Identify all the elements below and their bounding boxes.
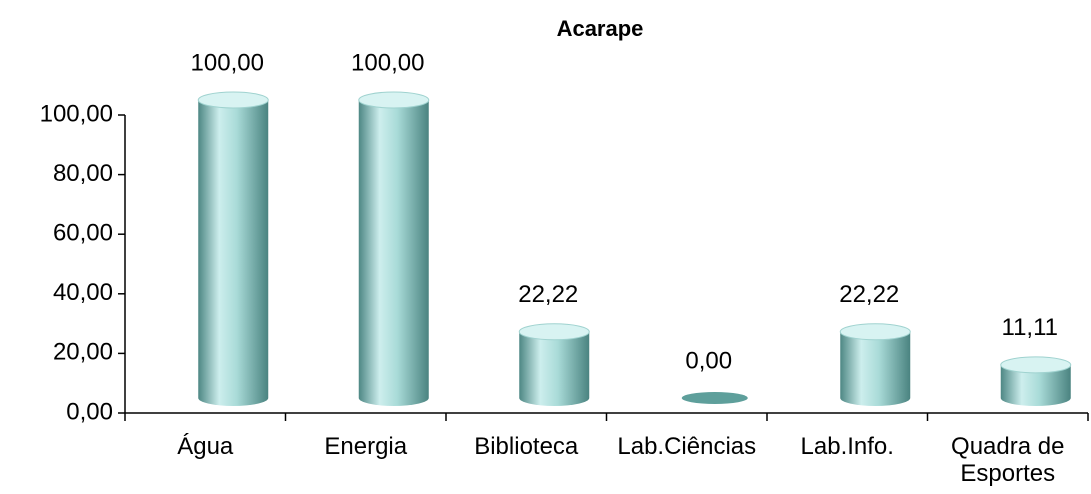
bar (198, 100, 269, 406)
x-tick-label: Energia (324, 433, 408, 460)
y-tick-label: 100,00 (40, 100, 113, 127)
y-tick-label: 20,00 (53, 339, 113, 366)
chart-title: Acarape (557, 16, 644, 41)
value-label: 11,11 (1002, 314, 1059, 341)
value-label: 100,00 (351, 49, 424, 76)
x-tick-label: Lab.Info. (800, 433, 894, 460)
y-tick-label: 40,00 (53, 279, 113, 306)
y-tick-label: 80,00 (53, 160, 113, 187)
y-tick-label: 60,00 (53, 220, 113, 247)
bar (1000, 364, 1071, 406)
bar-top (197, 91, 269, 109)
value-label: 0,00 (685, 347, 732, 374)
x-tick-label: Quadra de Esportes (951, 433, 1065, 487)
bar (519, 331, 590, 406)
x-tick-label: Biblioteca (474, 433, 579, 460)
bar-top (358, 91, 430, 109)
value-label: 100,00 (191, 49, 264, 76)
bar-top (518, 323, 590, 341)
bar (840, 331, 911, 406)
bar (358, 100, 429, 406)
x-tick-label: Lab.Ciências (617, 433, 757, 460)
bar-top (1000, 356, 1072, 374)
y-tick-label: 0,00 (66, 398, 113, 425)
value-label: 22,22 (518, 281, 578, 308)
bar-top (839, 323, 911, 341)
x-tick-label: Água (177, 433, 234, 460)
value-label: 22,22 (839, 281, 899, 308)
bar (681, 392, 748, 404)
